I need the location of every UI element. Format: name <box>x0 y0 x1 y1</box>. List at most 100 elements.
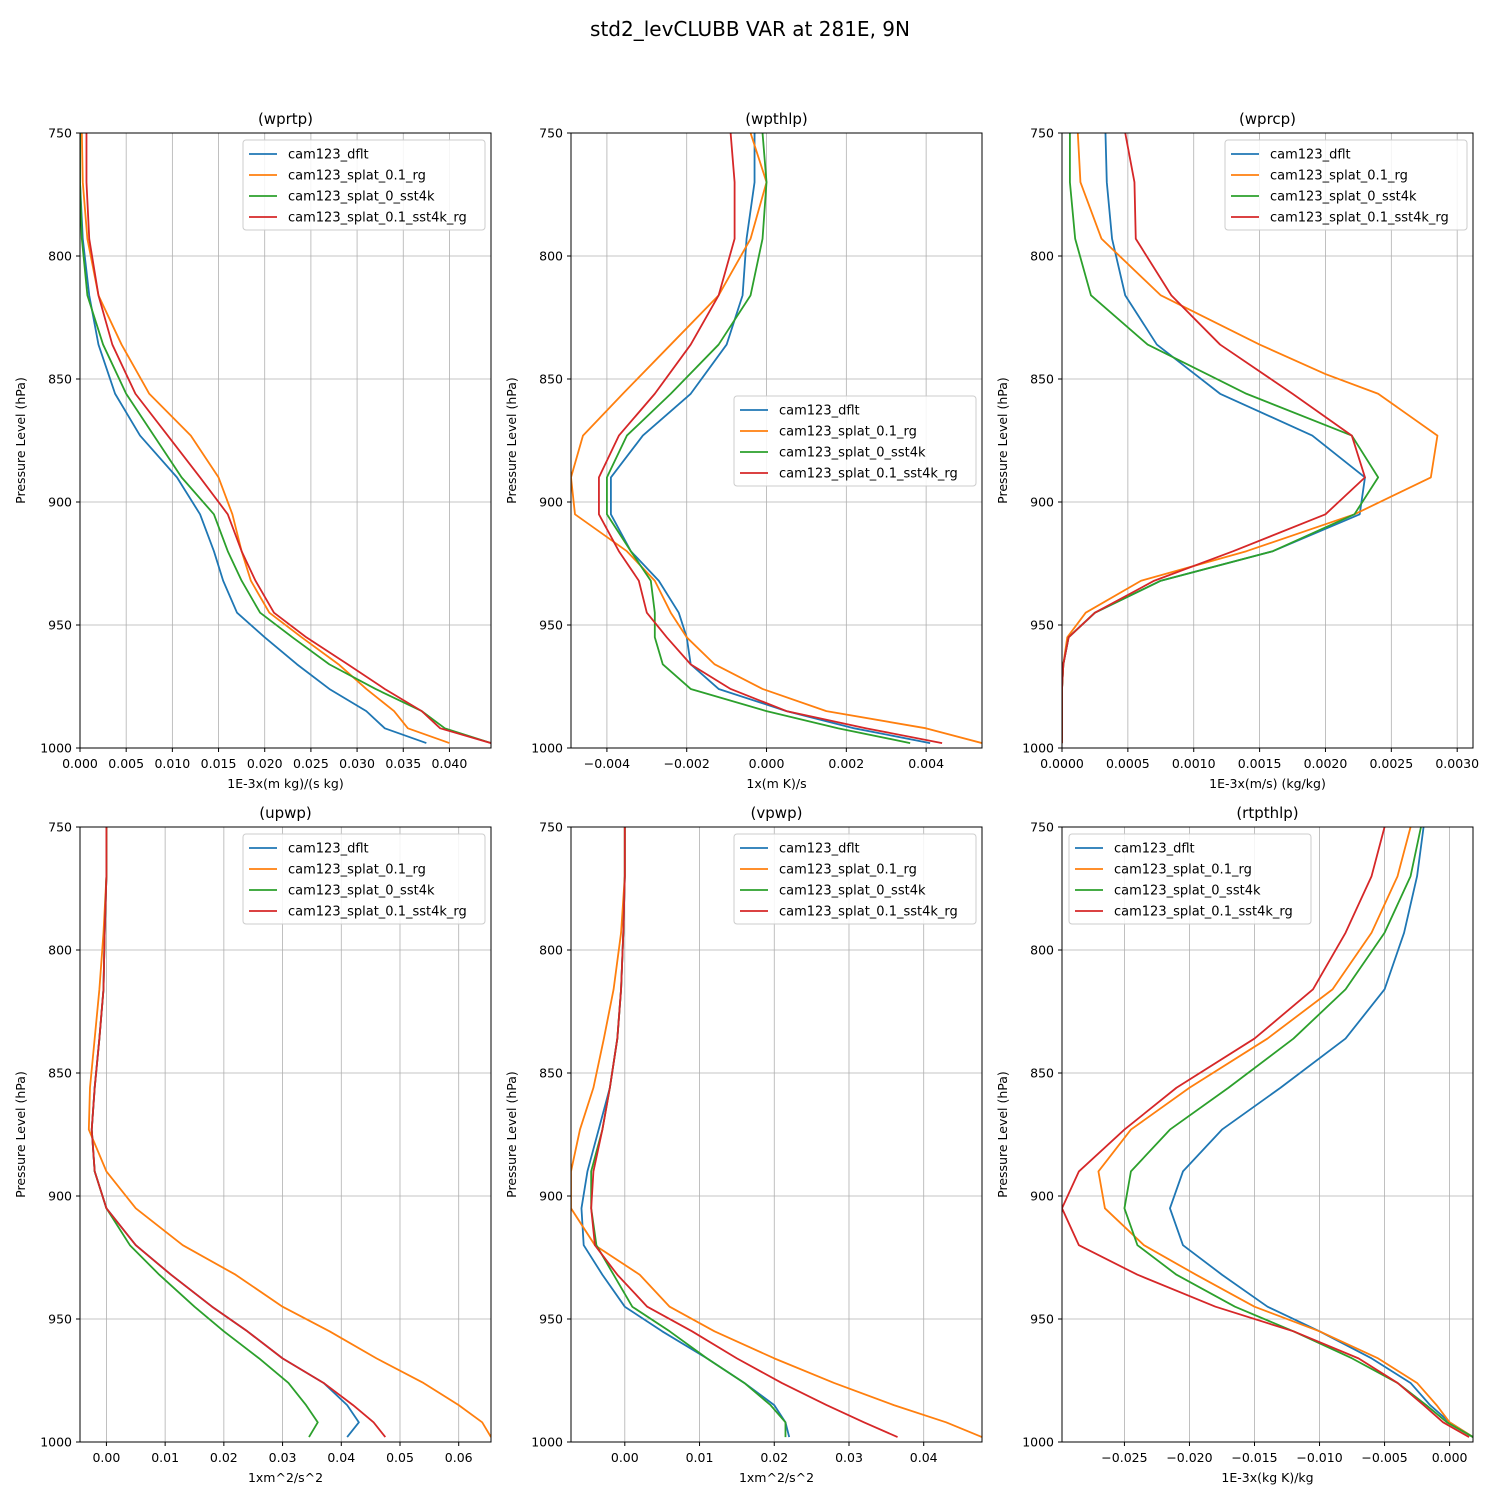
legend-frame <box>733 833 977 925</box>
y-axis-label: Pressure Level (hPa) <box>504 377 519 504</box>
y-axis-label: Pressure Level (hPa) <box>504 1071 519 1198</box>
x-tick-label: −0.004 <box>584 756 630 771</box>
x-tick-label: 0.000 <box>749 756 785 771</box>
x-axis-label: 1xm^2/s^2 <box>248 1470 323 1485</box>
y-tick-label: 800 <box>539 943 563 958</box>
legend: cam123_dflt cam123_splat_0.1_rg cam123_spl… <box>242 139 486 231</box>
series-line-cam123_splat_0_sst4k <box>606 133 911 744</box>
legend-label: cam123_dflt <box>1270 148 1351 163</box>
x-axis-label: 1E-3x(kg K)/kg <box>1221 1470 1313 1485</box>
series-line-cam123_splat_0_sst4k <box>80 133 491 744</box>
series-line-cam123_splat_0.1_sst4k_rg <box>1062 133 1366 744</box>
series-line-cam123_splat_0.1_rg <box>1097 827 1473 1438</box>
x-axis-label: 1x(m K)/s <box>746 776 806 791</box>
series-line-cam123_dflt <box>80 133 427 744</box>
y-tick-label: 800 <box>539 249 563 264</box>
y-tick-label: 750 <box>539 820 563 835</box>
legend-label: cam123_splat_0.1_rg <box>779 425 917 440</box>
y-tick-label: 900 <box>48 1189 72 1204</box>
y-tick-label: 850 <box>48 372 72 387</box>
y-tick-label: 900 <box>1030 1189 1054 1204</box>
figure-title: std2_levCLUBB VAR at 281E, 9N <box>590 17 910 41</box>
y-tick-label: 1000 <box>531 1435 563 1450</box>
x-tick-label: 0.000 <box>1432 1450 1468 1465</box>
legend-label: cam123_splat_0.1_sst4k_rg <box>288 905 467 920</box>
x-tick-label: 0.02 <box>210 1450 238 1465</box>
y-tick-label: 850 <box>539 372 563 387</box>
x-tick-label: 0.01 <box>151 1450 179 1465</box>
subplot-3: 0.0000 0.0005 0.0010 0.0015 0.0020 0.0025 0.00… <box>995 110 1479 791</box>
legend-label: cam123_dflt <box>779 404 860 419</box>
series-line-cam123_splat_0.1_sst4k_rg <box>598 133 943 744</box>
x-tick-label: 0.0015 <box>1238 756 1282 771</box>
y-tick-label: 1000 <box>40 1435 72 1450</box>
legend-label: cam123_splat_0.1_rg <box>288 863 426 878</box>
legend: cam123_dflt cam123_splat_0.1_rg cam123_spl… <box>1224 139 1468 231</box>
x-tick-label: 0.030 <box>339 756 375 771</box>
x-tick-label: 0.0030 <box>1435 756 1479 771</box>
y-tick-label: 750 <box>539 126 563 141</box>
subplot-4: 0.00 0.01 0.02 0.03 0.04 0.05 0.06 750 800 850 900… <box>13 804 492 1485</box>
legend-frame <box>733 395 977 487</box>
plot-frame <box>1061 132 1474 749</box>
x-tick-label: 0.0020 <box>1304 756 1348 771</box>
x-tick-label: 0.00 <box>611 1450 639 1465</box>
y-tick-label: 900 <box>1030 495 1054 510</box>
x-tick-label: −0.020 <box>1166 1450 1212 1465</box>
legend-label: cam123_dflt <box>779 842 860 857</box>
legend-label: cam123_dflt <box>288 148 369 163</box>
legend-frame <box>1224 139 1468 231</box>
legend-label: cam123_splat_0.1_rg <box>1114 863 1252 878</box>
y-axis-label: Pressure Level (hPa) <box>995 377 1010 504</box>
x-tick-label: 0.020 <box>247 756 283 771</box>
series-line-cam123_splat_0.1_sst4k_rg <box>1062 827 1470 1438</box>
y-tick-label: 900 <box>539 495 563 510</box>
x-axis-label: 1E-3x(m/s) (kg/kg) <box>1209 776 1326 791</box>
x-tick-label: 0.010 <box>154 756 190 771</box>
y-tick-label: 1000 <box>40 741 72 756</box>
legend-label: cam123_splat_0_sst4k <box>288 190 435 205</box>
plot-frame <box>79 826 492 1443</box>
legend: cam123_dflt cam123_splat_0.1_rg cam123_spl… <box>1068 833 1312 925</box>
x-tick-label: 0.035 <box>385 756 421 771</box>
x-tick-label: −0.005 <box>1361 1450 1407 1465</box>
y-tick-label: 950 <box>1030 618 1054 633</box>
y-tick-label: 800 <box>48 943 72 958</box>
y-tick-label: 950 <box>48 1312 72 1327</box>
x-tick-label: 0.01 <box>686 1450 714 1465</box>
y-tick-label: 800 <box>1030 249 1054 264</box>
y-tick-label: 750 <box>1030 126 1054 141</box>
x-tick-label: 0.025 <box>293 756 329 771</box>
y-tick-label: 750 <box>1030 820 1054 835</box>
legend-label: cam123_splat_0_sst4k <box>288 884 435 899</box>
y-tick-label: 950 <box>1030 1312 1054 1327</box>
y-axis-label: Pressure Level (hPa) <box>995 1071 1010 1198</box>
y-tick-label: 750 <box>48 820 72 835</box>
legend: cam123_dflt cam123_splat_0.1_rg cam123_spl… <box>242 833 486 925</box>
legend-label: cam123_splat_0.1_sst4k_rg <box>779 905 958 920</box>
legend-label: cam123_dflt <box>1114 842 1195 857</box>
legend-label: cam123_splat_0.1_sst4k_rg <box>1270 211 1449 226</box>
x-tick-label: −0.002 <box>664 756 710 771</box>
subplot-title: (upwp) <box>259 804 312 822</box>
x-tick-label: 0.03 <box>835 1450 863 1465</box>
y-axis-label: Pressure Level (hPa) <box>13 1071 28 1198</box>
y-tick-label: 1000 <box>531 741 563 756</box>
plot-frame <box>570 132 983 749</box>
series-line-cam123_splat_0.1_sst4k_rg <box>590 827 898 1438</box>
x-tick-label: −0.015 <box>1231 1450 1277 1465</box>
y-tick-label: 1000 <box>1022 1435 1054 1450</box>
y-tick-label: 850 <box>48 1066 72 1081</box>
series-line-cam123_splat_0.1_rg <box>87 827 491 1438</box>
legend-label: cam123_splat_0_sst4k <box>1114 884 1261 899</box>
subplot-6: −0.025 −0.020 −0.015 −0.010 −0.005 0.000 750 80… <box>995 804 1474 1485</box>
x-tick-label: 0.0010 <box>1172 756 1216 771</box>
y-tick-label: 850 <box>539 1066 563 1081</box>
series-line-cam123_splat_0_sst4k <box>1062 133 1380 744</box>
series-line-cam123_dflt <box>1062 133 1366 744</box>
plot-frame <box>79 132 492 749</box>
x-axis-label: 1xm^2/s^2 <box>739 1470 814 1485</box>
x-tick-label: −0.025 <box>1101 1450 1147 1465</box>
y-tick-label: 950 <box>539 1312 563 1327</box>
subplot-title: (wpthlp) <box>745 110 808 128</box>
